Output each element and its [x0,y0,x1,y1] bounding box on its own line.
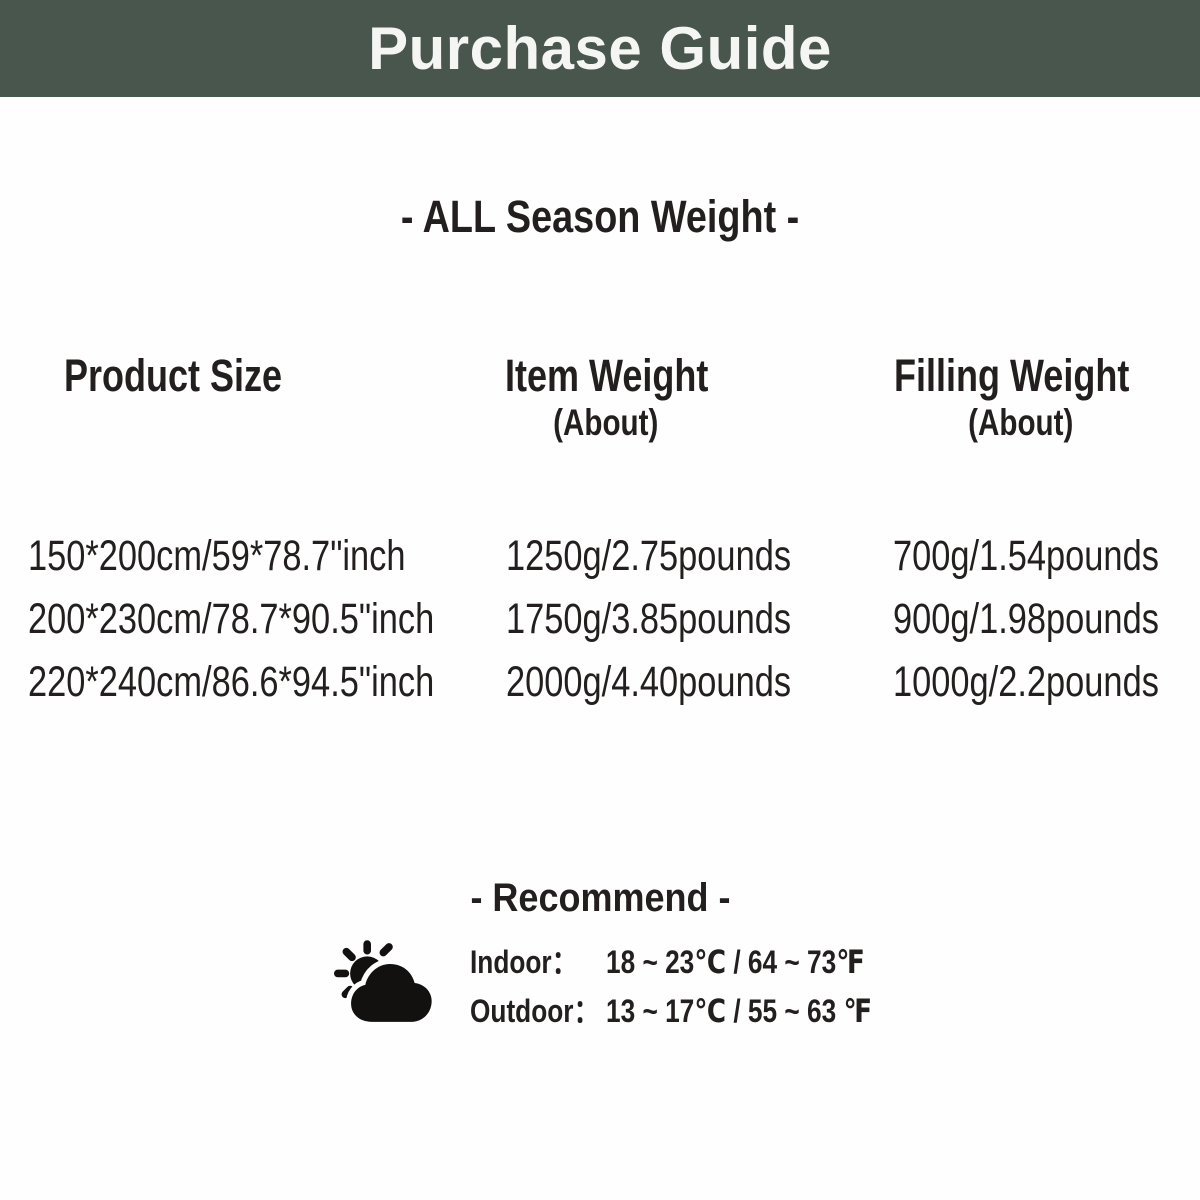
product-size-cell: 220*240cm/86.6*94.5"inch [28,658,435,706]
product-size-cell: 150*200cm/59*78.7"inch [28,532,406,580]
column-header-product-size: Product Size [64,350,283,401]
section-title-text: - ALL Season Weight - [400,191,800,242]
cloud-icon [345,958,437,1026]
column-subheader-item-weight-about: (About) [553,402,659,443]
outdoor-label: Outdoor： [470,993,600,1029]
item-weight-cell: 1250g/2.75pounds [506,532,792,580]
column-subheader-filling-weight-about: (About) [968,402,1074,443]
column-header-item-weight: Item Weight [505,350,709,401]
section-title-all-season-weight: - ALL Season Weight - [0,194,1200,239]
section-title-recommend: - Recommend - [0,878,1200,918]
filling-weight-cell: 900g/1.98pounds [893,595,1159,643]
filling-weight-cell: 700g/1.54pounds [893,532,1159,580]
indoor-label: Indoor： [470,944,578,980]
recommend-title-text: - Recommend - [469,876,731,920]
page-title: Purchase Guide [368,14,832,82]
header-bar: Purchase Guide [0,0,1200,97]
item-weight-cell: 1750g/3.85pounds [506,595,792,643]
filling-weight-cell: 1000g/2.2pounds [893,658,1159,706]
item-weight-cell: 2000g/4.40pounds [506,658,792,706]
sun-behind-cloud-icon [334,940,437,1026]
outdoor-temperature-value: 13 ~ 17℃ / 55 ~ 63 ℉ [606,993,873,1029]
column-header-filling-weight: Filling Weight [894,350,1130,401]
indoor-temperature-value: 18 ~ 23℃ / 64 ~ 73℉ [606,944,865,980]
product-size-cell: 200*230cm/78.7*90.5"inch [28,595,435,643]
